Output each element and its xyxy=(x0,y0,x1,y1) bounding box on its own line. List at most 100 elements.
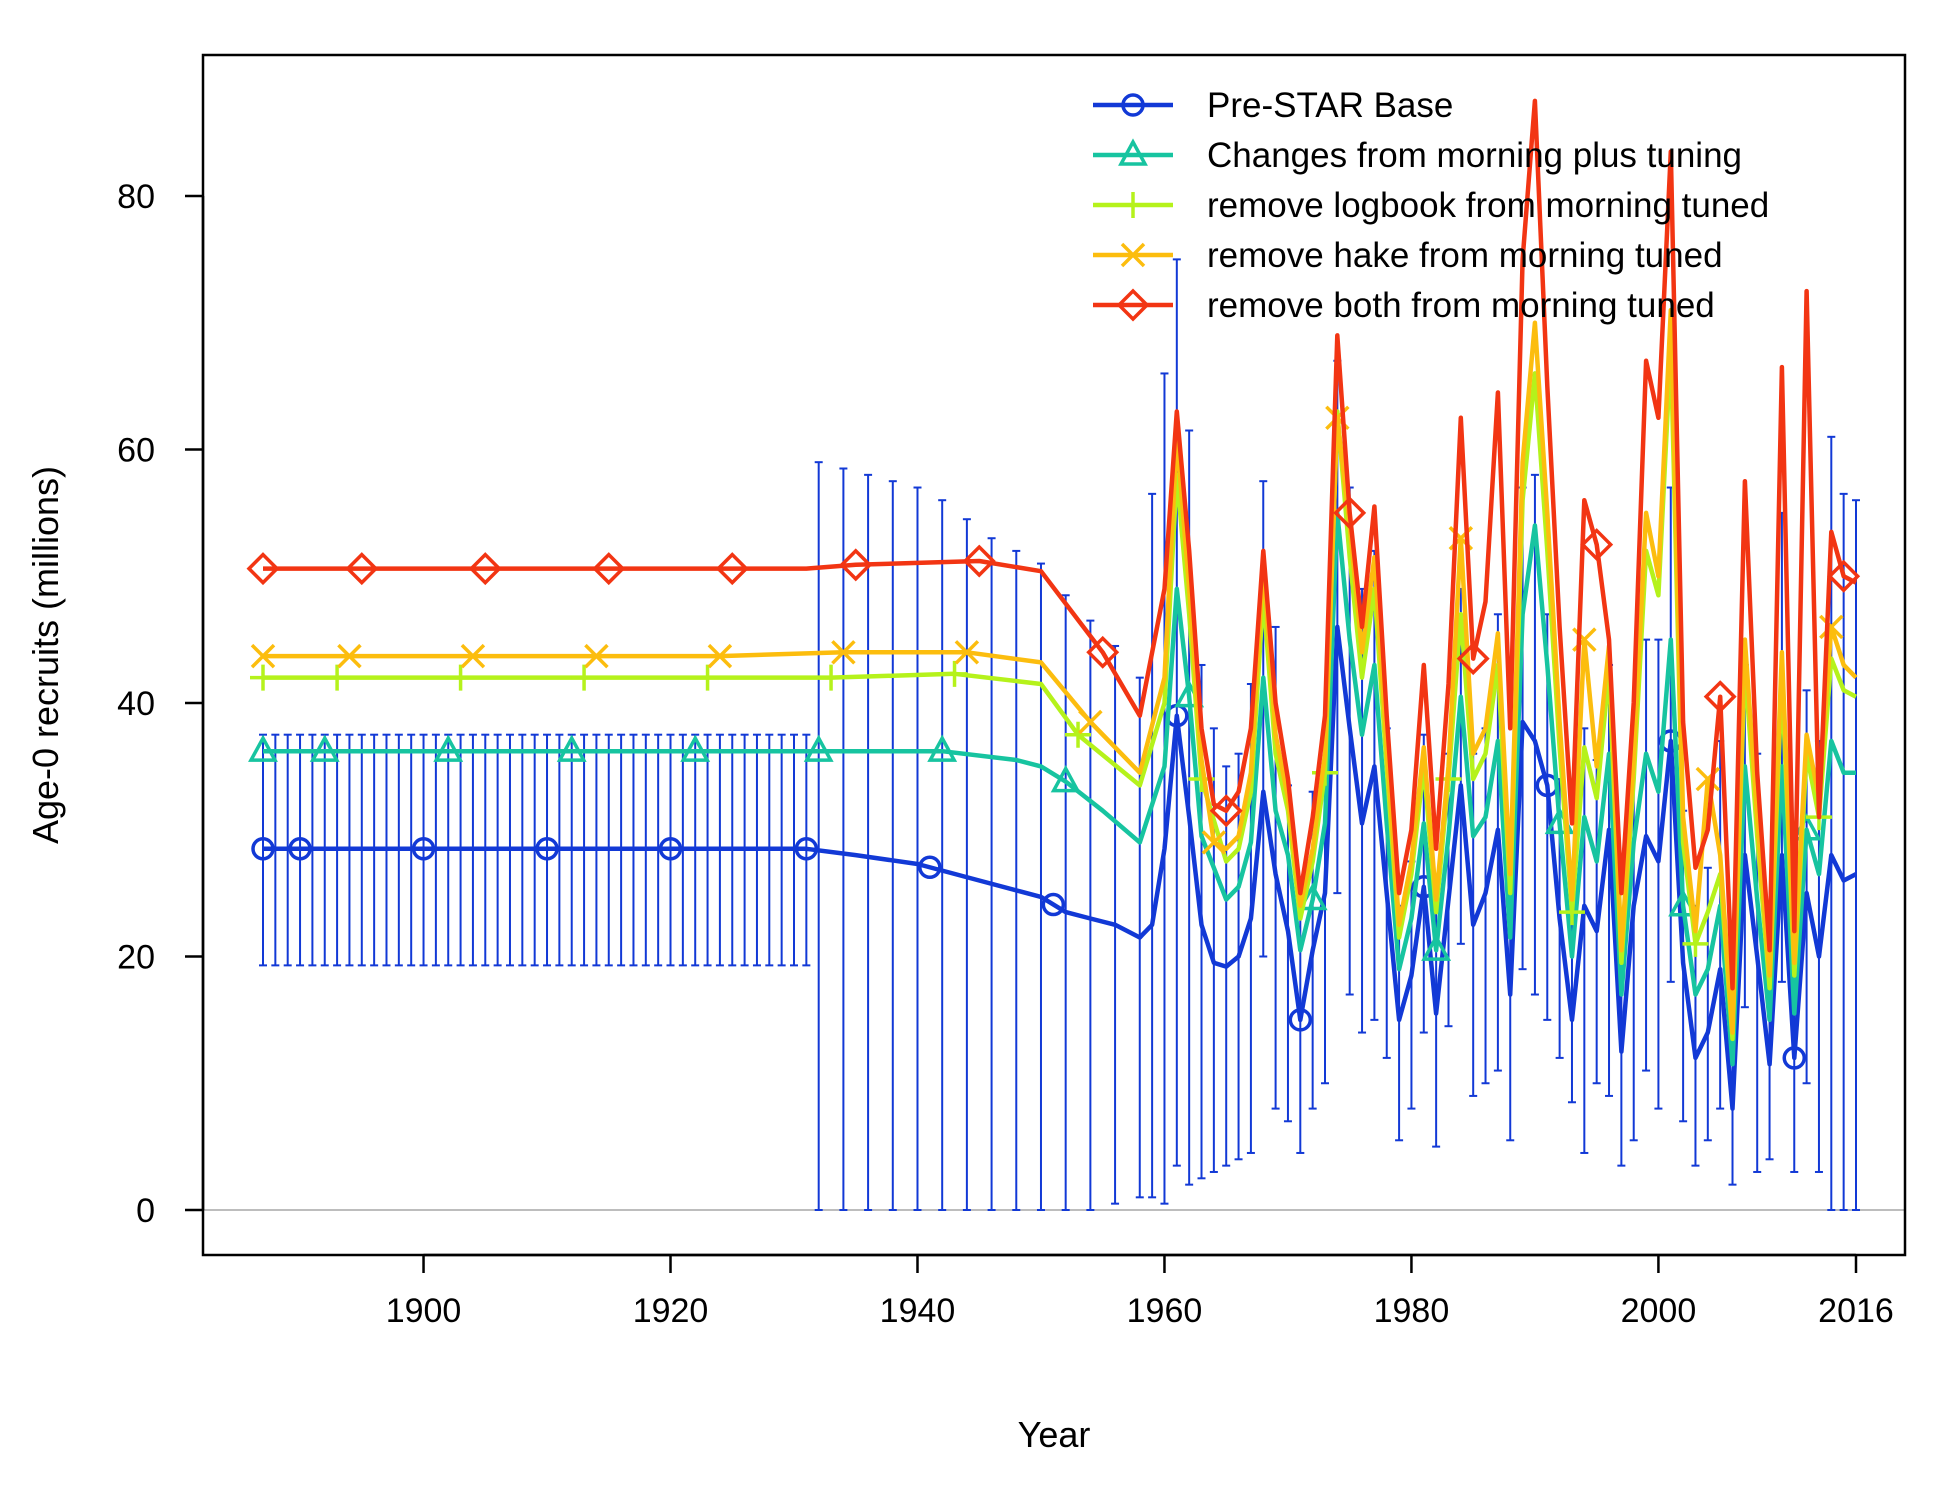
data-point xyxy=(831,640,856,665)
legend-label: Changes from morning plus tuning xyxy=(1207,136,1742,175)
error-bar xyxy=(1148,492,1157,1199)
data-point xyxy=(345,552,379,586)
data-point xyxy=(248,734,278,762)
error-bar xyxy=(938,499,947,1211)
data-point xyxy=(962,544,996,578)
series-line xyxy=(263,624,1858,1111)
data-point xyxy=(1201,830,1227,855)
data-point xyxy=(468,552,502,586)
error-bar xyxy=(1160,372,1169,1205)
legend-label: Pre-STAR Base xyxy=(1207,86,1453,125)
error-bar xyxy=(1654,638,1663,1110)
data-point xyxy=(1827,559,1861,593)
error-bar xyxy=(888,480,897,1211)
data-point xyxy=(1333,496,1367,530)
legend-marker xyxy=(1116,288,1150,322)
data-point xyxy=(433,734,464,762)
x-tick-label: 2016 xyxy=(1818,1292,1894,1330)
data-point xyxy=(927,734,958,762)
x-tick-label: 1900 xyxy=(386,1292,462,1330)
series-line xyxy=(263,98,1858,991)
legend-entry: Pre-STAR Base xyxy=(1093,86,1453,125)
data-point xyxy=(1682,930,1709,957)
x-tick-label: 1920 xyxy=(633,1292,709,1330)
y-tick-label: 80 xyxy=(117,178,155,216)
data-point xyxy=(918,855,942,880)
error-bar xyxy=(1012,549,1021,1211)
data-point xyxy=(1041,892,1066,917)
data-point xyxy=(803,734,834,762)
data-point xyxy=(309,734,340,762)
data-point xyxy=(1086,635,1120,669)
x-tick-label: 1980 xyxy=(1374,1292,1450,1330)
data-point xyxy=(250,643,276,669)
error-bar xyxy=(864,473,873,1211)
legend-label: remove logbook from morning tuned xyxy=(1207,186,1769,225)
data-point xyxy=(1209,794,1243,828)
data-point xyxy=(694,664,721,691)
data-point xyxy=(1421,933,1452,961)
data-point xyxy=(447,664,474,691)
series-layer xyxy=(246,98,1861,1111)
error-bar xyxy=(962,518,971,1211)
y-tick-label: 20 xyxy=(117,939,155,977)
data-point xyxy=(954,640,980,665)
error-bar xyxy=(913,486,922,1211)
data-point xyxy=(818,664,845,691)
error-bar xyxy=(839,467,848,1211)
error-bar xyxy=(814,461,823,1211)
series-line xyxy=(263,510,1856,1067)
legend-entry: remove logbook from morning tuned xyxy=(1093,186,1769,225)
y-axis-label: Age-0 recruits (millions) xyxy=(25,466,66,844)
data-point xyxy=(288,837,312,861)
legend-marker xyxy=(1121,93,1145,117)
data-point xyxy=(571,664,598,691)
legend-marker xyxy=(1118,138,1148,166)
y-tick-label: 0 xyxy=(136,1192,155,1230)
data-point xyxy=(941,660,968,687)
data-point xyxy=(658,837,683,861)
error-bar xyxy=(1086,619,1095,1211)
error-bar xyxy=(1530,473,1539,996)
data-point xyxy=(1580,528,1614,562)
data-point xyxy=(1703,680,1737,714)
data-point xyxy=(535,837,559,861)
data-point xyxy=(1782,1046,1807,1070)
error-bar xyxy=(1839,492,1848,1211)
data-point xyxy=(324,664,351,691)
y-tick-label: 40 xyxy=(117,685,155,723)
data-point xyxy=(251,837,275,861)
data-point xyxy=(715,552,749,586)
error-bar xyxy=(1852,499,1860,1211)
data-point xyxy=(1288,1008,1313,1032)
series-5 xyxy=(246,98,1861,991)
error-bar xyxy=(1061,594,1070,1211)
data-point xyxy=(707,643,733,669)
legend-label: remove both from morning tuned xyxy=(1207,286,1715,325)
x-axis: 1900 1920 1940 1960 1980 2000 2016 xyxy=(386,1253,1894,1330)
data-point xyxy=(839,548,873,582)
data-point xyxy=(1050,764,1081,793)
legend-marker xyxy=(1120,192,1146,218)
x-tick-label: 1960 xyxy=(1127,1292,1203,1330)
data-point xyxy=(680,734,711,762)
legend-entry: remove both from morning tuned xyxy=(1093,286,1715,325)
data-point xyxy=(1558,899,1585,926)
legend-marker xyxy=(1120,242,1146,268)
error-bars xyxy=(259,258,1860,1211)
x-tick-label: 1940 xyxy=(880,1292,956,1330)
legend: Pre-STAR Base Changes from morning plus t… xyxy=(1093,86,1769,325)
data-point xyxy=(794,837,819,861)
x-tick-label: 2000 xyxy=(1621,1292,1697,1330)
data-point xyxy=(460,643,486,669)
y-tick-label: 60 xyxy=(117,432,155,470)
data-point xyxy=(556,734,587,762)
data-point xyxy=(592,552,626,586)
x-axis-label: Year xyxy=(1018,1414,1091,1455)
legend-entry: Changes from morning plus tuning xyxy=(1093,136,1742,175)
legend-entry: remove hake from morning tuned xyxy=(1093,236,1723,275)
legend-label: remove hake from morning tuned xyxy=(1207,236,1723,275)
data-point xyxy=(1456,642,1490,676)
error-bar xyxy=(1036,562,1045,1211)
